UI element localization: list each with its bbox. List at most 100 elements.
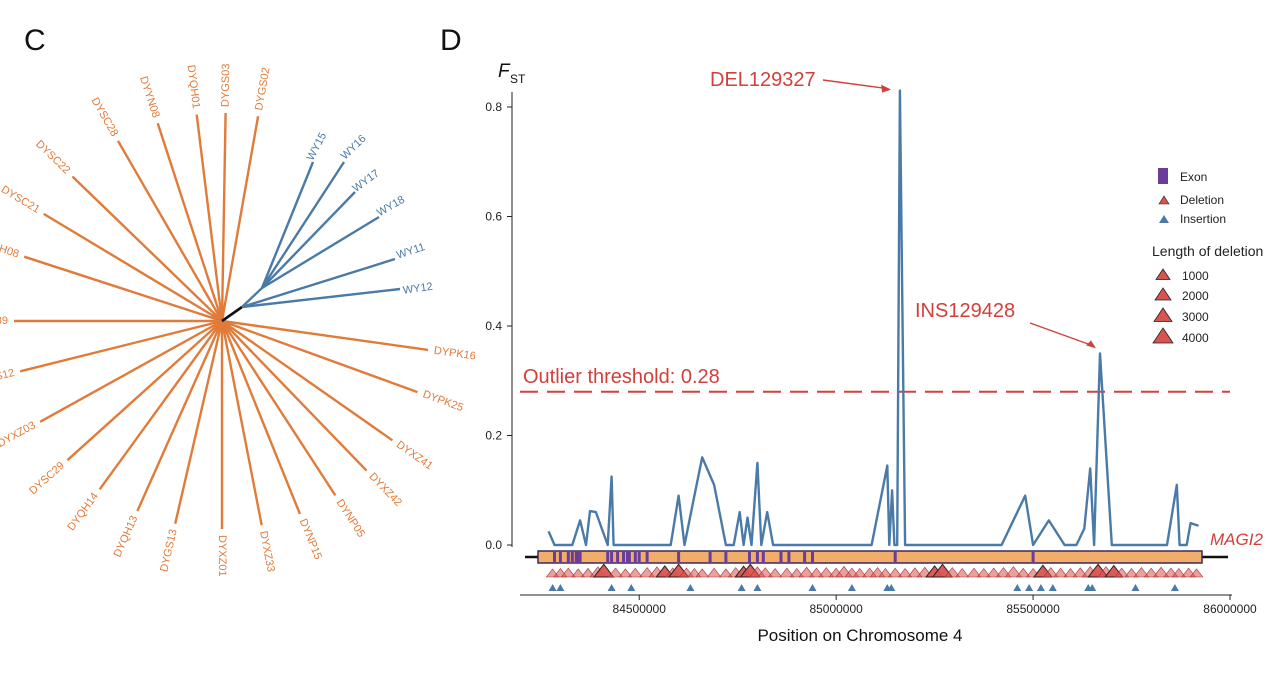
tree-branch [23,255,223,323]
tree-leaf-label: WY16 [339,133,369,162]
tree-leaf-label: WY12 [402,281,433,297]
exon-mark [677,551,681,563]
arrow-head [881,84,892,93]
legend-exon-swatch [1158,168,1168,184]
deletion-mark [986,567,1002,578]
x-tick-label: 86000000 [1203,602,1257,616]
exon-mark [787,551,791,563]
deletion-mark [1063,568,1078,578]
tree-branch [260,161,346,289]
tree-leaf-label: DYSC22 [33,138,72,176]
panel-label-d: D [440,24,462,57]
exon-mark [779,551,783,563]
tree-leaf-label: DYXZ39 [0,315,8,327]
insertion-mark [737,584,746,591]
y-tick-label: 0.8 [485,100,502,114]
x-tick-label: 84500000 [613,602,667,616]
exon-mark [803,551,807,563]
tree-branch [221,320,394,442]
phylogenetic-tree: DYGS02 DYGS03 DYQH01 DYYN08 DYSC28 DYSC22 DYSC… [0,63,477,576]
tree-branch [43,212,223,323]
deletion-mark [1053,567,1069,578]
x-axis-label: Position on Chromosome 4 [757,626,962,645]
insertion-mark [808,584,817,591]
y-axis: 0.0 0.2 0.4 0.6 0.8 [485,92,513,552]
tree-leaf-label: DYSC21 [0,184,42,216]
deletion-mark [976,568,991,578]
deletion-mark [1004,566,1023,578]
insertion-mark [1170,584,1179,591]
tree-branch [71,175,223,322]
tree-leaf-label: WY15 [305,131,330,163]
legend-deletion-label: Deletion [1180,193,1224,207]
tree-leaf-label: DYPK25 [421,388,465,414]
exon-mark [1031,551,1035,563]
deletion-mark [798,566,815,578]
exon-mark [574,551,578,563]
deletion-mark [706,567,722,578]
tree-leaf-label: DYXZ42 [366,471,404,509]
annotation-ins129428: INS129428 [915,300,1015,322]
legend-length-swatch [1152,327,1174,344]
exon-mark [578,551,582,563]
exon-mark [893,551,897,563]
deletion-mark [878,568,893,578]
tree-branch [116,140,224,322]
y-tick-label: 0.6 [485,210,502,224]
tree-branch [261,191,356,289]
tree-branch [98,320,223,491]
tree-branch [220,320,337,497]
y-tick-label: 0.2 [485,429,502,443]
exon-mark [616,551,620,563]
deletion-mark [627,567,643,578]
tree-leaf-label: DYNP15 [297,517,324,561]
deletion-mark [1015,567,1031,578]
deletion-mark [1152,566,1170,578]
tree-branch [241,257,396,309]
tree-leaf-label: DYXZ41 [394,439,435,473]
deletion-mark [1143,567,1159,578]
exon-mark [755,551,759,563]
tree-leaf-label: DYGS02 [253,66,272,111]
deletion-mark [944,567,961,578]
insertion-mark [686,584,695,591]
deletion-mark [592,563,615,578]
insertion-mark [548,584,557,591]
annotation-arrow [1029,322,1093,347]
tree-branch [136,320,224,512]
tree-branch [260,161,315,289]
x-tick-label: 85000000 [809,602,863,616]
tree-leaf-label: WY18 [375,194,407,219]
deletion-mark [1124,568,1139,578]
tree-leaf-label: DYQH14 [65,491,101,534]
exon-mark [748,551,751,563]
legend-length-swatch [1154,287,1172,301]
y-axis-label-subscript: ST [510,72,526,86]
legend-insertion-swatch [1159,215,1169,223]
insertion-mark [887,584,896,591]
panel-label-c: C [24,24,46,57]
tree-leaf-label: DYYN08 [137,75,162,119]
tree-branch [221,319,429,352]
exon-mark [576,551,580,563]
deletion-mark [580,567,596,578]
fst-series [547,89,1199,547]
tree-branch [261,215,380,290]
deletion-mark [560,567,576,578]
legend-exon-label: Exon [1180,170,1207,184]
tree-leaf-label: DYQH13 [112,514,141,559]
insertion-mark [847,584,856,591]
deletion-mark [695,568,710,578]
insertion-mark [1013,584,1022,591]
gene-label: MAGI2 [1210,530,1263,549]
deletion-mark [907,567,923,578]
gene-track [525,550,1228,564]
tree-stem [221,305,243,323]
tree-branch [220,320,263,526]
exon-mark [627,551,631,563]
legend-length-swatch [1153,307,1173,322]
legend-length-swatch [1155,268,1171,280]
insertion-mark [753,584,762,591]
deletion-mark [757,567,774,578]
